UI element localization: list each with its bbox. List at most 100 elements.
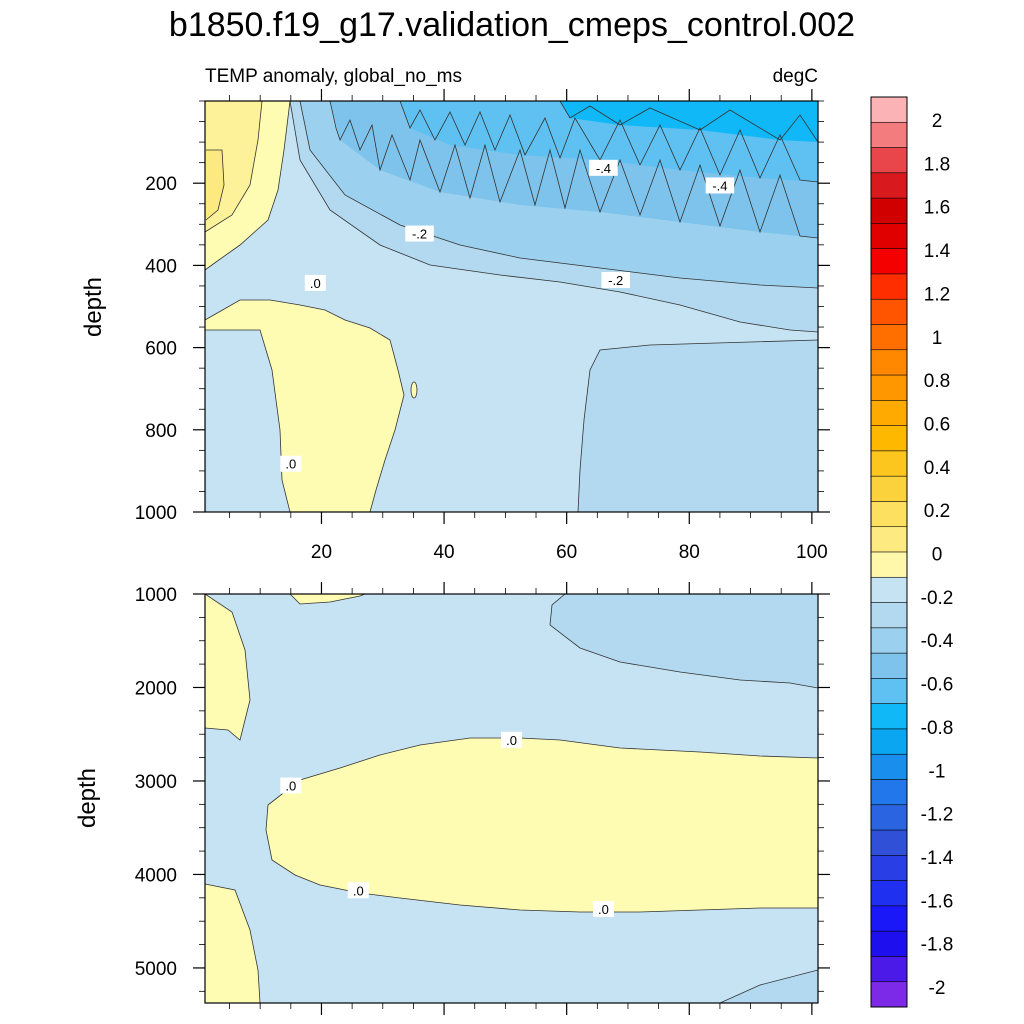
colorbar-label: 1.6 [924, 198, 950, 219]
upper-y-tick-label: 200 [145, 174, 177, 195]
upper-contour-label-bg [601, 272, 630, 289]
colorbar-label: -1.8 [921, 935, 954, 956]
lower-contour-label: .0 [347, 882, 369, 899]
upper-contour-label: .0 [304, 274, 326, 291]
colorbar-swatch [870, 197, 908, 224]
colorbar-label: -2 [929, 978, 946, 999]
colorbar-swatch [870, 526, 908, 553]
lower-contour-label-bg [280, 777, 302, 794]
upper-contour-label-bg [405, 225, 434, 242]
lower-contour-line [205, 883, 261, 1003]
lower-y-tick-label: 1000 [135, 585, 177, 606]
lower-y-tick-label: 2000 [135, 678, 177, 699]
upper-left-label: TEMP anomaly, global_no_ms [205, 66, 462, 87]
upper-right-label: degC [773, 66, 818, 87]
colorbar-swatch [870, 602, 908, 629]
colorbar-swatch [870, 779, 908, 806]
colorbar-label: -0.4 [921, 631, 954, 652]
lower-contour-line [289, 594, 366, 605]
lower-contour-label-text: .0 [598, 902, 609, 917]
lower-fill-neg-bottom-right [720, 970, 818, 1003]
main-title: b1850.f19_g17.validation_cmeps_control.0… [169, 6, 855, 44]
lower-contour-label-bg [347, 882, 369, 899]
upper-contour-line [399, 101, 818, 183]
lower-y-axis-label: depth [74, 768, 101, 828]
upper-fill-positive [205, 101, 404, 512]
lower-contour-line [719, 969, 818, 1003]
upper-contour-line [577, 339, 818, 512]
colorbar-label: -1.2 [921, 805, 954, 826]
lower-contour-line [265, 737, 818, 913]
upper-y-tick-label: 400 [145, 256, 177, 277]
lower-plot-frame [204, 593, 819, 1004]
lower-fill-pos-left-lower [205, 884, 260, 1003]
lower-contour-fills [205, 594, 818, 1003]
colorbar-label: 1.4 [924, 241, 951, 262]
colorbar-swatch [870, 223, 908, 250]
upper-contour-label-bg [589, 159, 618, 176]
upper-contour-label: -.2 [601, 272, 630, 289]
colorbar-swatch [870, 349, 908, 376]
upper-contour-lines [205, 101, 818, 512]
colorbar-swatch [870, 324, 908, 351]
colorbar-label: -0.2 [921, 588, 954, 609]
upper-contour-line [559, 101, 818, 143]
lower-contour-labels: .0 .0 .0 .0 [280, 731, 614, 917]
upper-y-tick-label: 1000 [135, 503, 177, 524]
upper-contour-line [205, 329, 291, 512]
colorbar-swatch [870, 703, 908, 730]
colorbar-swatch [870, 400, 908, 427]
upper-contour-label-text: -.2 [608, 273, 623, 288]
colorbar-label: 1 [932, 328, 943, 349]
lower-fill-pos-central [266, 738, 818, 912]
lower-fill-neg-corner [815, 594, 818, 612]
lower-y-tick-label: 4000 [135, 865, 177, 886]
upper-contour-fills [205, 101, 818, 512]
colorbar-swatch [870, 551, 908, 578]
upper-contour-labels: .0 .0 -.2 -.2 -.4 -.4 [280, 159, 735, 472]
upper-contour-label-text: .0 [310, 276, 321, 291]
upper-contour-line [329, 101, 818, 239]
colorbar-swatch [870, 576, 908, 604]
upper-contour-label-text: -.4 [596, 161, 611, 176]
colorbar-swatch [870, 753, 908, 781]
lower-contour-line [205, 594, 251, 741]
lower-contour-lines [205, 594, 818, 1003]
colorbar-swatch [870, 273, 908, 300]
colorbar-label: 0.4 [924, 458, 951, 479]
upper-contour-label: .0 [280, 455, 302, 472]
upper-fill-right-lower [578, 340, 818, 512]
colorbar-swatch [870, 501, 908, 528]
colorbar-swatch [870, 728, 908, 755]
colorbar-label: 0 [932, 545, 943, 566]
colorbar-label: 2 [932, 111, 943, 132]
colorbar: 2 1.8 1.6 1.4 1.2 1 0.8 0.6 0.4 0.2 0 -0.2 -0.4 -0.6 -… [870, 96, 954, 1008]
colorbar-label: 0.6 [924, 414, 950, 435]
lower-y-tick-label: 3000 [135, 772, 177, 793]
upper-fill-band-5 [560, 101, 818, 142]
colorbar-swatch [870, 930, 908, 957]
colorbar-label: -1.4 [921, 848, 954, 869]
upper-contour-label: -.4 [589, 159, 618, 176]
upper-y-tick-label: 600 [145, 339, 177, 360]
upper-contour-label: -.2 [405, 225, 434, 242]
lower-contour-label-text: .0 [285, 779, 296, 794]
colorbar-swatch [870, 96, 908, 123]
lower-axis-ticks: 1000 2000 3000 4000 5000 [135, 582, 830, 1015]
upper-contour-line [410, 381, 418, 399]
upper-y-tick-label: 800 [145, 421, 177, 442]
colorbar-swatch [870, 956, 908, 983]
colorbar-label: -0.8 [921, 718, 954, 739]
lower-contour-label: .0 [280, 777, 302, 794]
upper-contour-line [205, 101, 291, 271]
colorbar-swatch [870, 981, 908, 1008]
colorbar-swatch [870, 147, 908, 174]
lower-contour-label-text: .0 [353, 883, 364, 898]
lower-y-tick-label: 5000 [135, 959, 177, 980]
colorbar-swatch [870, 880, 908, 907]
upper-contour-label-text: .0 [285, 457, 296, 472]
upper-x-tick-label: 20 [311, 542, 332, 563]
colorbar-label: -1 [929, 761, 946, 782]
upper-contour-label-bg [705, 177, 735, 194]
